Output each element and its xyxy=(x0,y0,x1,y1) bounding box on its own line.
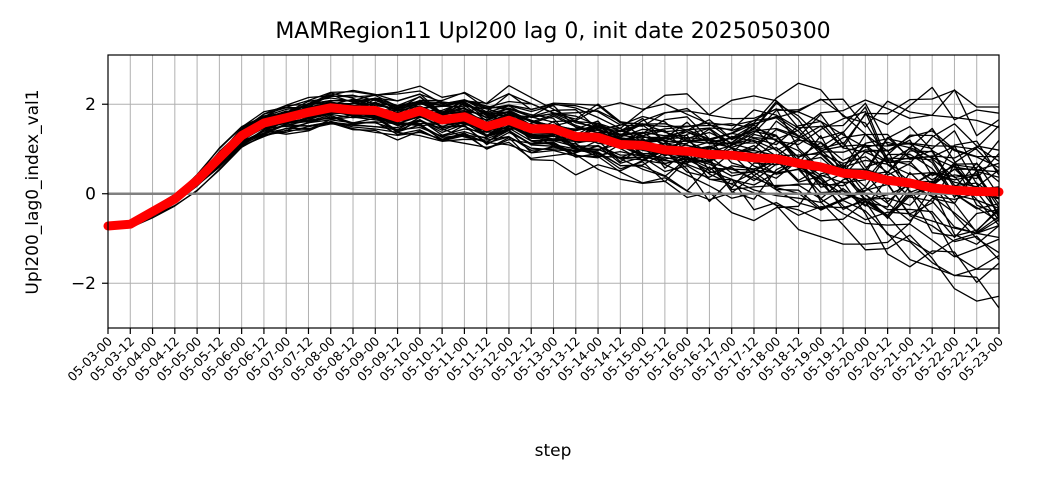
chart-title: MAMRegion11 Upl200 lag 0, init date 2025… xyxy=(275,19,830,44)
x-ticks: 05-03-0005-03-1205-04-0005-04-1205-05-00… xyxy=(64,328,1006,384)
y-tick-label: −2 xyxy=(71,274,96,294)
ensemble-mean-line xyxy=(103,103,1004,231)
ensemble-member-line xyxy=(107,122,1000,254)
ensemble-member-line xyxy=(107,109,1000,228)
y-tick-label: 0 xyxy=(85,185,96,205)
y-axis-label: Upl200_lag0_index_val1 xyxy=(23,89,43,294)
y-tick-label: 2 xyxy=(85,95,96,115)
x-axis-label: step xyxy=(535,441,572,461)
ensemble-member-line xyxy=(107,85,1000,226)
y-ticks: −2 0 2 xyxy=(71,95,108,294)
